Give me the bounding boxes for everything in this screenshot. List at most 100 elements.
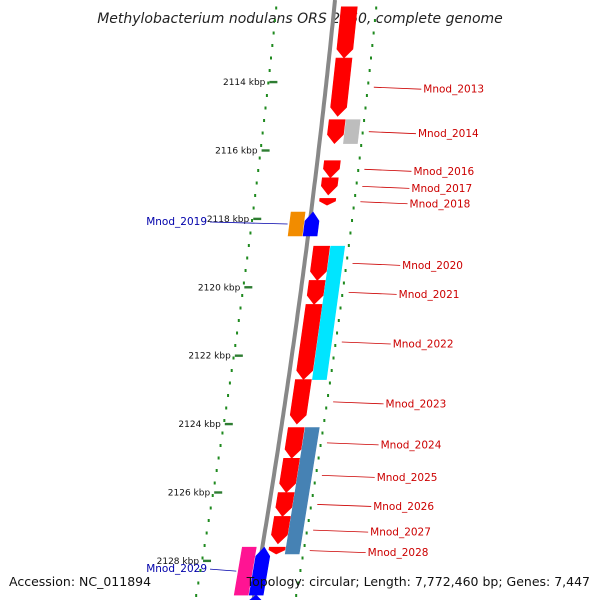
dots-outer-track-dot — [336, 331, 339, 335]
gene-labels: Mnod_2013 Mnod_2014 Mnod_2016 Mnod_2017 Mnod… — [146, 84, 484, 575]
kbp-tick — [203, 559, 212, 563]
gene-leader-line — [321, 474, 375, 478]
gene-mnod-2022[interactable] — [296, 304, 323, 381]
dots-outer-track-dot — [334, 344, 337, 347]
dots-inner-track-dot — [195, 594, 198, 597]
kbp-tick — [224, 422, 233, 426]
gene-leader-line — [209, 568, 237, 572]
kbp-tick-label: 2122 kbp — [188, 352, 231, 362]
gene-feature[interactable] — [248, 594, 263, 600]
dots-inner-track-dot — [234, 344, 237, 347]
gene-mnod-2019[interactable] — [287, 211, 306, 237]
dots-outer-track-dot — [361, 131, 364, 135]
dots-outer-track-dot — [297, 581, 300, 585]
dots-inner-track-dot — [267, 81, 270, 85]
dots-outer-track-dot — [349, 231, 352, 235]
gene-mnod-2025[interactable] — [279, 457, 300, 493]
kbp-scale: 2114 kbp 2116 kbp 2118 kbp 2120 kbp 2122 kbp… — [157, 78, 278, 567]
gene-label[interactable]: Mnod_2028 — [368, 547, 429, 559]
gene-label[interactable]: Mnod_2029 — [146, 563, 207, 575]
gene-mnod-2029[interactable] — [233, 546, 257, 596]
gene-mnod-2020[interactable] — [310, 245, 331, 281]
dots-inner-track-dot — [244, 269, 247, 272]
gene-mnod-2018[interactable] — [319, 198, 337, 206]
dots-inner-track-dot — [232, 356, 235, 360]
gene-label[interactable]: Mnod_2026 — [373, 501, 434, 513]
gene-mnod-2026[interactable] — [275, 492, 295, 517]
dots-outer-track-dot — [357, 169, 360, 172]
gene-mnod-2024[interactable] — [284, 427, 305, 459]
gene-mnod-2013[interactable] — [330, 57, 353, 117]
dots-outer-track-dot — [337, 319, 340, 322]
dots-outer-track-dot — [323, 419, 326, 422]
dots-outer-track-dot — [365, 94, 368, 97]
gene-feature[interactable] — [336, 6, 358, 59]
gene-label[interactable]: Mnod_2019 — [146, 216, 207, 228]
dots-inner-track-dot — [249, 231, 252, 235]
gene-feature[interactable] — [284, 427, 320, 555]
dots-inner-track-dot — [275, 6, 278, 10]
dots-inner-track-dot — [251, 219, 254, 222]
gene-label[interactable]: Mnod_2016 — [413, 166, 474, 178]
gene-mnod-2027[interactable] — [271, 516, 291, 545]
gene-label[interactable]: Mnod_2017 — [411, 183, 472, 195]
dots-outer-track-dot — [309, 506, 312, 510]
gene-label[interactable]: Mnod_2027 — [370, 527, 431, 539]
gene-mnod-2023[interactable] — [289, 379, 312, 425]
gene-leader-line — [317, 504, 372, 507]
gene-mnod-2017[interactable] — [320, 177, 339, 196]
kbp-tick — [234, 354, 243, 357]
kbp-tick — [269, 80, 278, 84]
dots-inner-track-dot — [269, 56, 272, 60]
gene-mnod-2021[interactable] — [306, 280, 326, 305]
gene-label[interactable]: Mnod_2025 — [377, 472, 438, 484]
gene-mnod-2014[interactable] — [343, 119, 361, 144]
gene-mnod-2016[interactable] — [323, 160, 341, 179]
dots-inner-track-dot — [263, 119, 266, 122]
gene-label[interactable]: Mnod_2021 — [399, 289, 460, 301]
dots-outer-track-dot — [369, 56, 372, 60]
dots-outer-track-dot — [375, 6, 378, 10]
gene-label[interactable]: Mnod_2018 — [410, 198, 471, 210]
dots-outer-track-dot — [351, 219, 354, 222]
dots-outer-track-dot — [295, 594, 298, 597]
gene-label[interactable]: Mnod_2014 — [418, 128, 479, 140]
gene-feature[interactable] — [312, 245, 346, 380]
dots-outer-track-dot — [344, 269, 347, 272]
gene-label[interactable]: Mnod_2022 — [393, 339, 454, 351]
dots-inner-track-dot — [213, 481, 216, 485]
gene-feature[interactable] — [302, 211, 320, 237]
dots-outer-track-dot — [319, 444, 322, 447]
dots-outer-track-dot — [328, 381, 331, 385]
dots-inner-track-dot — [273, 19, 276, 22]
dots-outer-track-dot — [339, 306, 342, 310]
kbp-tick-label: 2114 kbp — [223, 78, 266, 88]
kbp-tick-label: 2128 kbp — [157, 557, 200, 567]
gene-leader-line — [313, 529, 369, 533]
gene-label[interactable]: Mnod_2013 — [423, 84, 484, 96]
gene-label[interactable]: Mnod_2020 — [402, 260, 463, 272]
dots-outer-track-dot — [325, 406, 328, 410]
gene-label[interactable]: Mnod_2023 — [386, 398, 447, 410]
dots-outer-track-dot — [346, 256, 349, 260]
gene-leader-line — [368, 131, 416, 135]
dots-outer-track-dot — [360, 144, 363, 147]
dots-inner-track-dot — [219, 444, 222, 447]
dots-inner-track-dot — [265, 94, 268, 97]
dots-inner-track-dot — [268, 69, 271, 72]
dots-outer-track-dot — [367, 81, 370, 85]
dots-inner-track-dot — [247, 244, 250, 247]
dots-outer-track-dot — [358, 156, 361, 160]
dots-outer-track-dot — [354, 194, 357, 197]
gene-label[interactable]: Mnod_2024 — [381, 439, 442, 451]
dots-outer-track-dot — [299, 569, 302, 572]
gene-mnod-2028[interactable] — [268, 546, 286, 555]
dots-outer-track-dot — [341, 294, 344, 297]
gene-leader-line — [364, 168, 412, 172]
gene-feature[interactable] — [327, 119, 346, 145]
kbp-tick-label: 2116 kbp — [215, 146, 258, 156]
gene-leader-line — [309, 550, 366, 554]
dots-inner-track-dot — [239, 306, 242, 310]
dots-outer-track-dot — [347, 244, 350, 247]
